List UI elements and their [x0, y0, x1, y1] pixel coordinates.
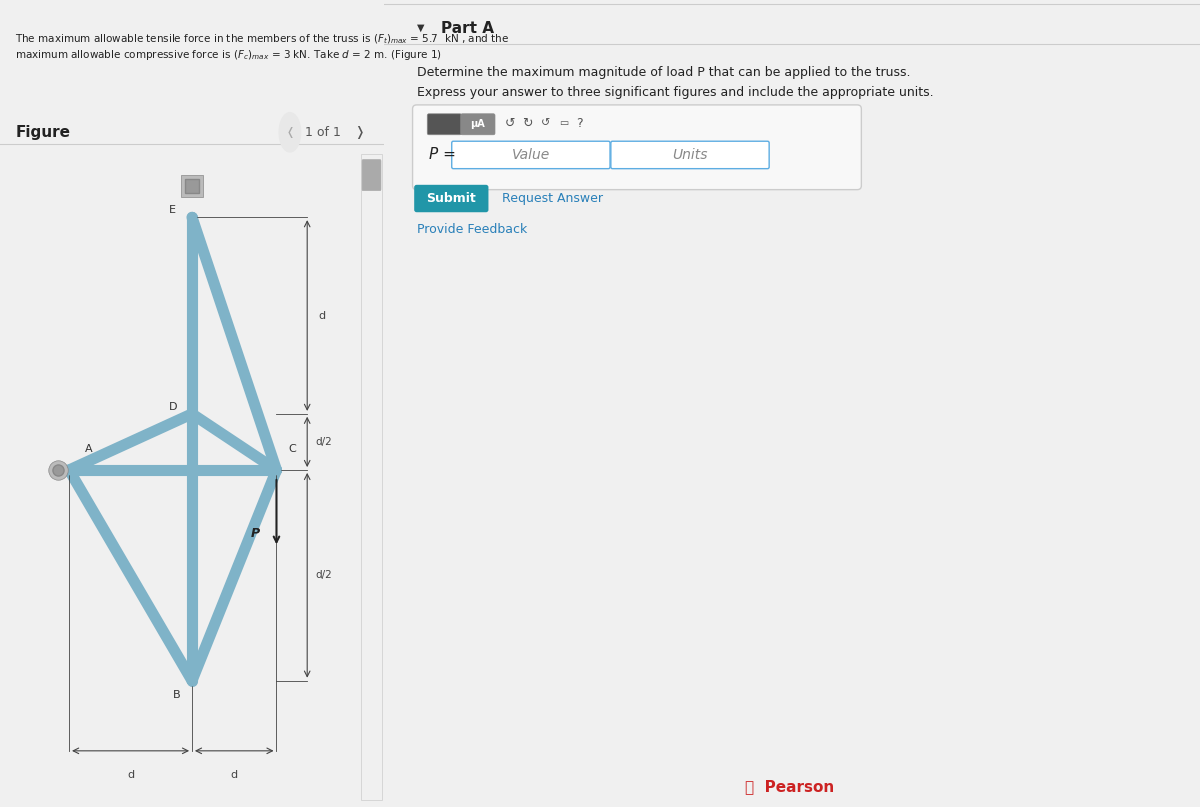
- Text: A: A: [84, 444, 92, 454]
- Text: Ⓟ  Pearson: Ⓟ Pearson: [745, 780, 834, 794]
- Text: P: P: [251, 527, 260, 540]
- FancyBboxPatch shape: [361, 154, 382, 800]
- Text: μA: μA: [470, 119, 485, 129]
- Text: P =: P =: [428, 148, 456, 162]
- Text: Figure: Figure: [16, 126, 71, 140]
- FancyBboxPatch shape: [427, 114, 462, 135]
- Text: The maximum allowable tensile force in the members of the truss is $(F_t)_{max}$: The maximum allowable tensile force in t…: [16, 32, 510, 62]
- Text: d/2: d/2: [314, 437, 331, 447]
- Text: Submit: Submit: [426, 192, 476, 205]
- Text: Express your answer to three significant figures and include the appropriate uni: Express your answer to three significant…: [416, 86, 934, 99]
- Text: d: d: [319, 311, 326, 320]
- FancyBboxPatch shape: [414, 185, 488, 212]
- Text: Units: Units: [672, 148, 708, 162]
- Text: Part A: Part A: [442, 21, 494, 36]
- FancyBboxPatch shape: [451, 141, 610, 169]
- Text: ▭: ▭: [559, 119, 568, 128]
- Text: D: D: [168, 402, 178, 412]
- FancyBboxPatch shape: [611, 141, 769, 169]
- FancyBboxPatch shape: [461, 114, 494, 135]
- FancyBboxPatch shape: [362, 160, 380, 190]
- Text: Provide Feedback: Provide Feedback: [416, 224, 527, 236]
- Text: ↺: ↺: [541, 119, 551, 128]
- Text: Request Answer: Request Answer: [503, 192, 604, 205]
- Text: ↺: ↺: [505, 117, 516, 130]
- Text: E: E: [169, 205, 176, 215]
- Text: B: B: [173, 690, 180, 700]
- Text: ❬: ❬: [286, 127, 295, 138]
- Text: Value: Value: [511, 148, 550, 162]
- Circle shape: [280, 113, 301, 152]
- Text: 1 of 1: 1 of 1: [305, 126, 341, 139]
- Text: ?: ?: [576, 117, 583, 130]
- Text: d/2: d/2: [314, 571, 331, 580]
- Text: d: d: [127, 771, 134, 780]
- Text: ❭: ❭: [354, 126, 365, 139]
- Text: C: C: [288, 444, 295, 454]
- FancyBboxPatch shape: [413, 105, 862, 190]
- Text: d: d: [230, 771, 238, 780]
- Text: ↻: ↻: [522, 117, 532, 130]
- Text: ▼: ▼: [416, 23, 424, 33]
- Text: Determine the maximum magnitude of load P that can be applied to the truss.: Determine the maximum magnitude of load …: [416, 66, 910, 79]
